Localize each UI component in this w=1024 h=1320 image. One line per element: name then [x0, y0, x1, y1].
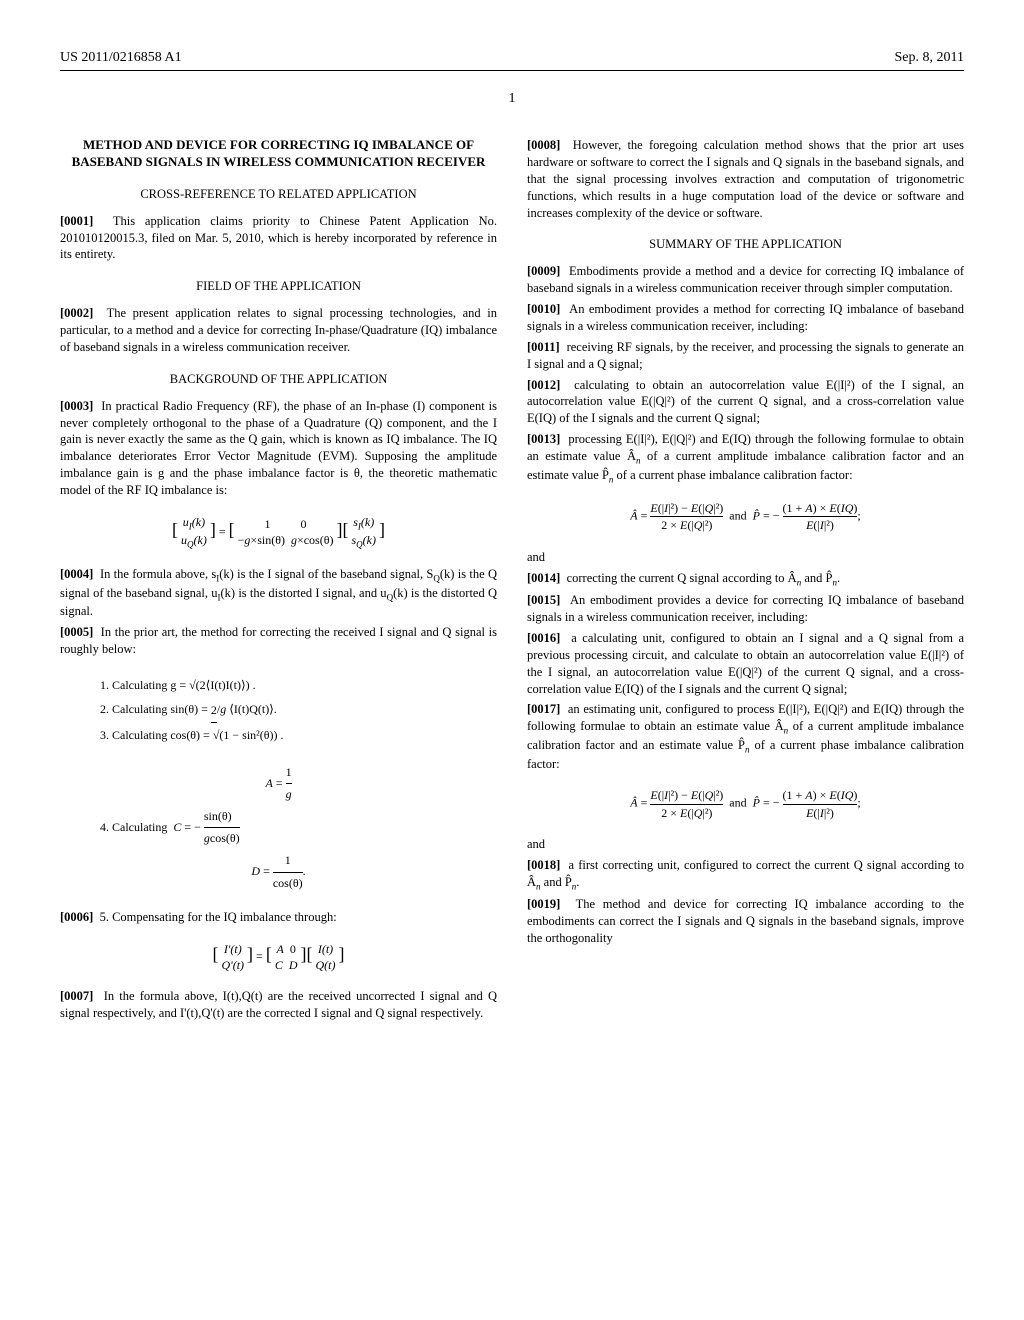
para-num: [0012] [527, 378, 560, 392]
formula-step-4: A = 1g 4. Calculating C = − sin(θ)gcos(θ… [60, 762, 497, 895]
para-0012: [0012] calculating to obtain an autocorr… [527, 377, 964, 428]
para-text: and P̂ [801, 571, 832, 585]
para-num: [0005] [60, 625, 93, 639]
para-num: [0019] [527, 897, 560, 911]
para-text: An embodiment provides a device for corr… [527, 593, 964, 624]
summary-heading: SUMMARY OF THE APPLICATION [527, 236, 964, 253]
para-0008: [0008] However, the foregoing calculatio… [527, 137, 964, 221]
para-text: 5. Compensating for the IQ imbalance thr… [93, 910, 336, 924]
formula-step-3: 3. Calculating cos(θ) = √(1 − sin²(θ)) . [100, 723, 497, 747]
para-text: calculating to obtain an autocorrelation… [527, 378, 964, 426]
formula-steps: 1. Calculating g = √(2⟨I(t)I(t)⟩) . 2. C… [100, 673, 497, 747]
para-text: a first correcting unit, configured to c… [527, 858, 964, 889]
publication-date: Sep. 8, 2011 [895, 50, 964, 66]
formula-estimate-2: Â = E(|I|²) − E(|Q|²)2 × E(|Q|²) and P̂ … [527, 787, 964, 820]
para-0015: [0015] An embodiment provides a device f… [527, 592, 964, 626]
formula-step-2: 2. Calculating sin(θ) = 2/g ⟨I(t)Q(t)⟩. [100, 697, 497, 723]
page-header: US 2011/0216858 A1 Sep. 8, 2011 [60, 50, 964, 71]
para-text: a calculating unit, configured to obtain… [527, 631, 964, 696]
para-0005: [0005] In the prior art, the method for … [60, 624, 497, 658]
page-container: US 2011/0216858 A1 Sep. 8, 2011 1 METHOD… [0, 0, 1024, 1076]
para-num: [0004] [60, 567, 93, 581]
para-num: [0014] [527, 571, 560, 585]
background-heading: BACKGROUND OF THE APPLICATION [60, 371, 497, 388]
para-num: [0016] [527, 631, 560, 645]
para-num: [0009] [527, 264, 560, 278]
formula-step-1: 1. Calculating g = √(2⟨I(t)I(t)⟩) . [100, 673, 497, 697]
para-0017: [0017] an estimating unit, configured to… [527, 701, 964, 772]
para-num: [0010] [527, 302, 560, 316]
para-text: correcting the current Q signal accordin… [560, 571, 796, 585]
publication-number: US 2011/0216858 A1 [60, 50, 182, 66]
para-text: In the formula above, s [93, 567, 216, 581]
and-text-2: and [527, 836, 964, 853]
para-text: of a current phase imbalance calibration… [613, 468, 852, 482]
para-text: receiving RF signals, by the receiver, a… [527, 340, 964, 371]
para-num: [0002] [60, 306, 93, 320]
patent-title: METHOD AND DEVICE FOR CORRECTING IQ IMBA… [60, 137, 497, 171]
para-num: [0013] [527, 432, 560, 446]
para-0011: [0011] receiving RF signals, by the rece… [527, 339, 964, 373]
para-num: [0018] [527, 858, 560, 872]
para-num: [0017] [527, 702, 560, 716]
para-text: An embodiment provides a method for corr… [527, 302, 964, 333]
and-text-1: and [527, 549, 964, 566]
para-num: [0003] [60, 399, 93, 413]
para-num: [0008] [527, 138, 560, 152]
formula-estimate-1: Â = E(|I|²) − E(|Q|²)2 × E(|Q|²) and P̂ … [527, 500, 964, 533]
formula-matrix-2: [ I'(t)Q'(t) ] = [ A 0C D ][ I(t)Q(t) ] [60, 941, 497, 973]
para-text: In practical Radio Frequency (RF), the p… [60, 399, 497, 497]
para-num: [0001] [60, 214, 93, 228]
cross-ref-heading: CROSS-REFERENCE TO RELATED APPLICATION [60, 186, 497, 203]
para-0016: [0016] a calculating unit, configured to… [527, 630, 964, 698]
para-text: . [837, 571, 840, 585]
para-text: In the prior art, the method for correct… [60, 625, 497, 656]
page-number: 1 [60, 91, 964, 107]
para-num: [0007] [60, 989, 93, 1003]
para-0010: [0010] An embodiment provides a method f… [527, 301, 964, 335]
right-column: [0008] However, the foregoing calculatio… [527, 137, 964, 1026]
para-text: and P̂ [541, 875, 572, 889]
para-text: Embodiments provide a method and a devic… [527, 264, 964, 295]
para-0014: [0014] correcting the current Q signal a… [527, 570, 964, 589]
para-text: (k) is the distorted I signal, and u [221, 586, 387, 600]
para-num: [0015] [527, 593, 560, 607]
para-text: The present application relates to signa… [60, 306, 497, 354]
para-text: In the formula above, I(t),Q(t) are the … [60, 989, 497, 1020]
para-0002: [0002] The present application relates t… [60, 305, 497, 356]
para-text: . [576, 875, 579, 889]
content-columns: METHOD AND DEVICE FOR CORRECTING IQ IMBA… [60, 137, 964, 1026]
para-0003: [0003] In practical Radio Frequency (RF)… [60, 398, 497, 499]
para-0004: [0004] In the formula above, sI(k) is th… [60, 566, 497, 620]
para-0006: [0006] 5. Compensating for the IQ imbala… [60, 909, 497, 926]
para-0007: [0007] In the formula above, I(t),Q(t) a… [60, 988, 497, 1022]
para-num: [0011] [527, 340, 560, 354]
para-text: (k) is the I signal of the baseband sign… [219, 567, 433, 581]
left-column: METHOD AND DEVICE FOR CORRECTING IQ IMBA… [60, 137, 497, 1026]
para-text: However, the foregoing calculation metho… [527, 138, 964, 220]
field-heading: FIELD OF THE APPLICATION [60, 278, 497, 295]
para-num: [0006] [60, 910, 93, 924]
para-text: The method and device for correcting IQ … [527, 897, 964, 945]
para-text: This application claims priority to Chin… [60, 214, 497, 262]
para-0013: [0013] processing E(|I|²), E(|Q|²) and E… [527, 431, 964, 485]
formula-matrix-1: [ uI(k)uQ(k) ] = [ 1 0−g×sin(θ) g×cos(θ)… [60, 514, 497, 551]
para-0019: [0019] The method and device for correct… [527, 896, 964, 947]
para-0018: [0018] a first correcting unit, configur… [527, 857, 964, 893]
para-0009: [0009] Embodiments provide a method and … [527, 263, 964, 297]
para-0001: [0001] This application claims priority … [60, 213, 497, 264]
